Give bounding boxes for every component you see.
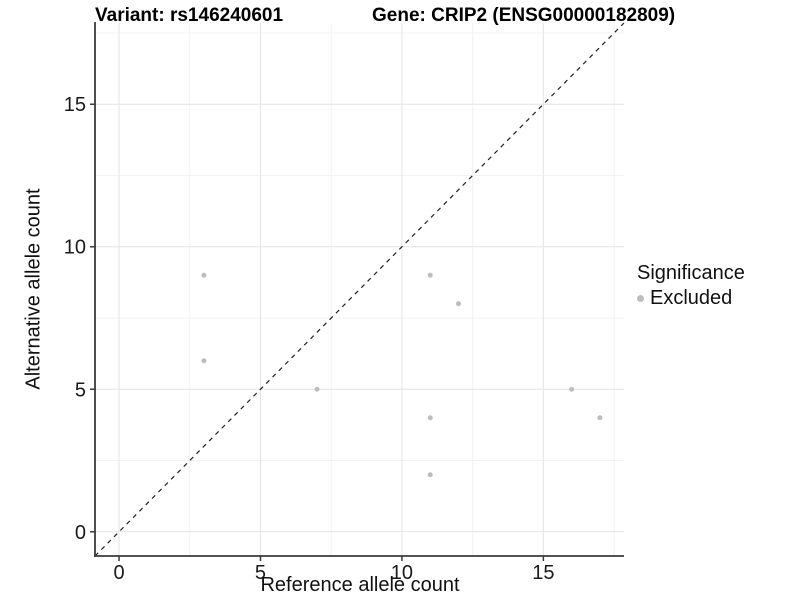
data-point (201, 358, 207, 364)
y-tick-label: 5 (75, 379, 86, 401)
data-point (314, 386, 320, 392)
y-tick-label: 0 (75, 522, 86, 544)
y-axis-title: Alternative allele count (22, 188, 45, 390)
data-point (427, 415, 433, 421)
legend: Significance Excluded (637, 262, 745, 310)
data-point (597, 415, 603, 421)
plot-title-gene: Gene: CRIP2 (ENSG00000182809) (372, 5, 676, 26)
x-axis-title: Reference allele count (260, 574, 460, 596)
legend-item-excluded: Excluded (637, 287, 745, 310)
legend-item-label: Excluded (650, 287, 733, 309)
x-tick-label: 5 (255, 562, 266, 584)
data-point (456, 301, 462, 307)
y-tick-label: 15 (64, 94, 86, 116)
data-point (427, 472, 433, 478)
x-tick-label: 10 (391, 562, 413, 584)
data-point (427, 272, 433, 278)
x-tick-label: 15 (532, 562, 554, 584)
x-tick-label: 0 (113, 562, 124, 584)
data-point (201, 272, 207, 278)
data-point (569, 386, 575, 392)
plot-title-variant: Variant: rs146240601 (95, 5, 284, 26)
identity-line (94, 22, 625, 557)
legend-title: Significance (637, 262, 745, 284)
y-tick-label: 10 (64, 237, 86, 259)
legend-point-icon (637, 295, 644, 302)
